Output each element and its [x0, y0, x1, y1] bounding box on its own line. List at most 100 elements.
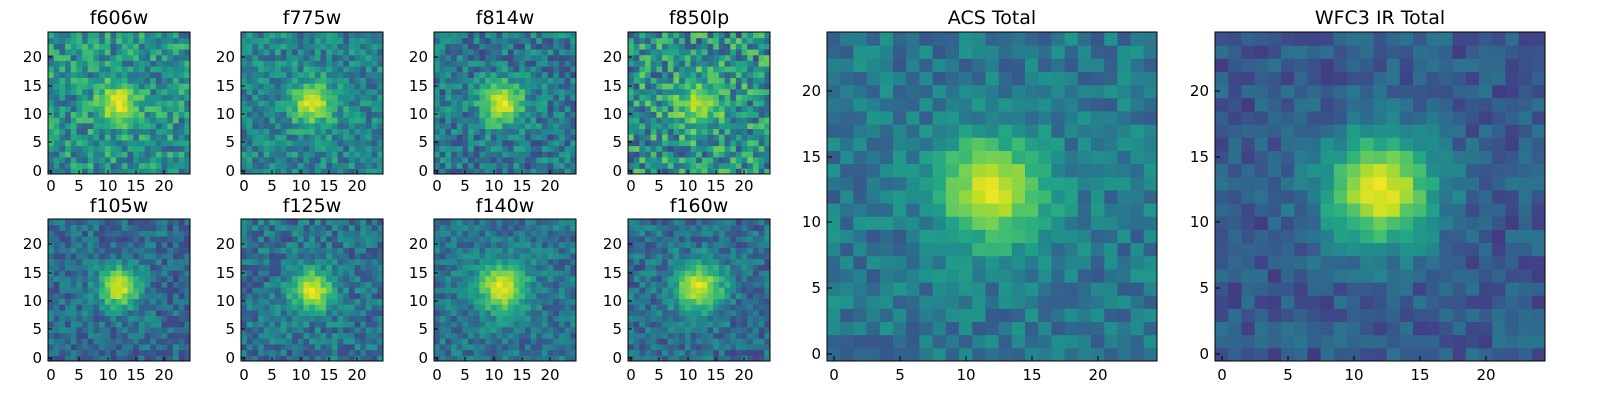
heatmap-cell — [241, 100, 248, 107]
heatmap-cell — [246, 292, 253, 300]
heatmap-cell — [178, 145, 185, 152]
heatmap-cell — [490, 156, 497, 164]
heatmap-cell — [462, 54, 469, 61]
heatmap-cell — [507, 128, 515, 135]
heatmap-cell — [76, 94, 83, 101]
heatmap-cell — [690, 139, 697, 147]
heatmap-cell — [752, 94, 760, 101]
heatmap-cell — [701, 355, 709, 362]
heatmap-cell — [59, 258, 66, 265]
heatmap-cell — [468, 60, 475, 67]
heatmap-cell — [496, 275, 503, 282]
heatmap-cell — [724, 139, 731, 147]
heatmap-cell — [735, 122, 743, 130]
heatmap-cell — [161, 338, 168, 345]
heatmap-cell — [524, 77, 532, 84]
heatmap-cell — [331, 54, 339, 61]
heatmap-cell — [662, 83, 669, 90]
heatmap-cell — [326, 253, 333, 260]
heatmap-cell — [121, 253, 129, 260]
heatmap-cell — [507, 94, 515, 101]
y-axis: 0 5 10 15 20 — [603, 48, 632, 180]
heatmap-cell — [524, 122, 532, 130]
heatmap-cell — [286, 117, 293, 124]
heatmap-cell — [292, 32, 299, 39]
heatmap-cell — [252, 281, 259, 288]
heatmap-cell — [536, 355, 543, 362]
heatmap-cell — [462, 287, 469, 294]
heatmap-cell — [314, 43, 322, 50]
heatmap-cell — [741, 321, 748, 328]
heatmap-cell — [558, 134, 566, 141]
heatmap-cell — [280, 264, 287, 271]
heatmap-cell — [507, 100, 515, 107]
heatmap-cell — [513, 236, 520, 243]
heatmap-cell — [121, 32, 129, 39]
heatmap-cell — [445, 105, 452, 113]
heatmap-cell — [354, 247, 361, 254]
heatmap-cell — [628, 105, 635, 113]
heatmap-cell — [275, 139, 282, 147]
heatmap-cell — [377, 281, 384, 288]
heatmap-cell — [172, 287, 180, 294]
heatmap-cell — [507, 122, 515, 130]
heatmap-cell — [650, 309, 657, 317]
heatmap-cell — [76, 292, 83, 300]
heatmap-cell — [104, 304, 111, 311]
heatmap-cell — [462, 321, 469, 328]
heatmap-cell — [121, 321, 129, 328]
heatmap-cell — [331, 309, 339, 317]
heatmap-cell — [735, 139, 743, 147]
heatmap-cell — [696, 117, 703, 124]
heatmap-cell — [377, 326, 384, 334]
heatmap-cell — [59, 281, 66, 288]
heatmap-cell — [365, 275, 373, 282]
heatmap-cell — [161, 117, 168, 124]
heatmap-cell — [645, 43, 652, 50]
heatmap-cell — [269, 37, 276, 44]
heatmap-cell — [439, 54, 446, 61]
heatmap-cell — [758, 349, 765, 356]
heatmap-cell — [354, 43, 361, 50]
heatmap-cell — [258, 139, 265, 147]
heatmap-cell — [292, 236, 299, 243]
heatmap-cell — [656, 338, 663, 345]
heatmap-cell — [326, 224, 333, 231]
heatmap-cell — [541, 253, 549, 260]
heatmap-cell — [303, 241, 310, 248]
heatmap-cell — [456, 77, 463, 84]
heatmap-cell — [348, 298, 356, 305]
heatmap-cell — [252, 349, 259, 356]
heatmap-cell — [263, 292, 270, 300]
heatmap-cell — [292, 71, 299, 78]
heatmap-cell — [633, 32, 640, 39]
heatmap-cell — [104, 71, 111, 78]
heatmap-cell — [167, 326, 174, 334]
heatmap-cell — [564, 241, 571, 248]
heatmap-cell — [667, 151, 674, 158]
heatmap-cell — [343, 156, 350, 164]
heatmap-cell — [445, 355, 452, 362]
heatmap-cell — [104, 77, 111, 84]
heatmap-cell — [468, 224, 475, 231]
heatmap-cell — [275, 355, 282, 362]
heatmap-cell — [331, 292, 339, 300]
heatmap-cell — [490, 134, 497, 141]
heatmap-cell — [633, 151, 640, 158]
heatmap-cell — [541, 162, 549, 169]
heatmap-cell — [707, 349, 714, 356]
heatmap-cell — [99, 100, 106, 107]
heatmap-cell — [343, 111, 350, 118]
heatmap-cell — [764, 105, 771, 113]
heatmap-cell — [724, 326, 731, 334]
heatmap-cell — [331, 156, 339, 164]
heatmap-cell — [462, 139, 469, 147]
heatmap-cell — [309, 168, 316, 175]
heatmap-cell — [167, 139, 174, 147]
heatmap-cell — [570, 60, 577, 67]
heatmap-cell — [59, 111, 66, 118]
heatmap-cell — [275, 77, 282, 84]
heatmap-cell — [496, 326, 503, 334]
heatmap-cell — [172, 100, 180, 107]
heatmap-cell — [696, 338, 703, 345]
